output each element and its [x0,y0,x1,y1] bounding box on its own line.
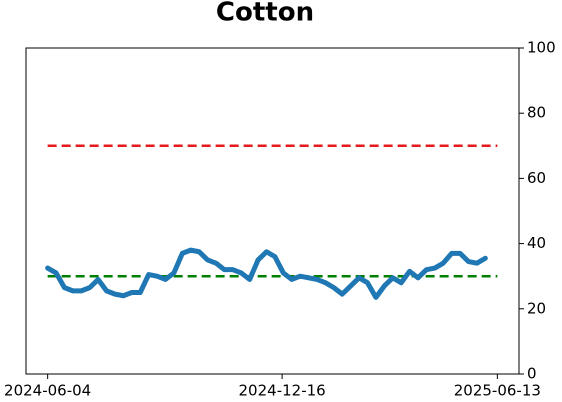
chart-title: Cotton [216,0,314,28]
x-tick-label: 2025-06-13 [454,382,541,400]
y-tick-label: 60 [527,169,546,187]
x-tick-label: 2024-12-16 [239,382,326,400]
y-tick-label: 0 [527,365,537,383]
y-tick-label: 100 [527,39,556,57]
x-tick-label: 2024-06-04 [4,382,91,400]
y-tick-label: 20 [527,299,546,317]
plot-frame [25,47,520,375]
data-line [45,247,488,300]
y-tick-label: 40 [527,234,546,252]
y-tick-label: 80 [527,104,546,122]
